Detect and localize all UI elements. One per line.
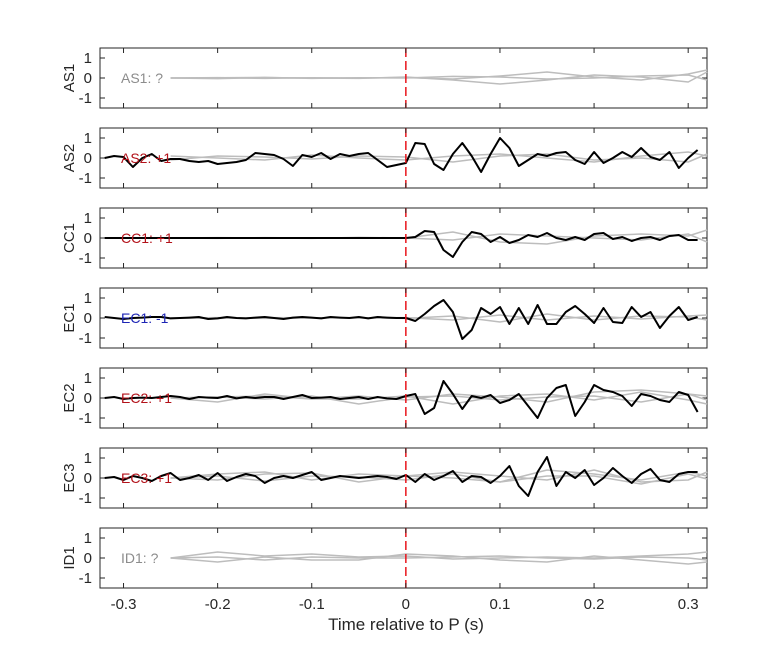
polarity-label: EC3: +1: [121, 470, 172, 486]
y-tick-label: 1: [84, 210, 92, 227]
x-tick-label: -0.2: [205, 596, 231, 613]
background-trace: [170, 74, 708, 81]
x-tick-label: -0.1: [299, 596, 325, 613]
background-trace: [170, 469, 708, 483]
station-name: ID1: [61, 546, 78, 569]
y-tick-label: 1: [84, 50, 92, 67]
y-tick-label: 1: [84, 450, 92, 467]
polarity-label: AS1: ?: [121, 70, 163, 86]
background-trace: [170, 551, 708, 560]
y-tick-label: 0: [84, 550, 92, 567]
x-tick-label: 0.3: [678, 596, 699, 613]
x-tick-label: 0.2: [584, 596, 605, 613]
y-tick-label: -1: [79, 330, 92, 347]
y-tick-label: -1: [79, 170, 92, 187]
x-axis-label: Time relative to P (s): [328, 615, 484, 634]
x-tick-label: 0.1: [490, 596, 511, 613]
y-tick-label: -1: [79, 410, 92, 427]
polarity-label: EC1: -1: [121, 310, 169, 326]
y-tick-label: 0: [84, 470, 92, 487]
station-name: CC1: [61, 223, 78, 253]
background-trace: [170, 153, 708, 163]
background-trace: [170, 69, 708, 81]
polarity-label: EC2: +1: [121, 390, 172, 406]
main-trace: [104, 230, 698, 258]
y-tick-label: 0: [84, 390, 92, 407]
station-name: AS1: [61, 64, 78, 92]
x-tick-label: 0: [402, 596, 410, 613]
station-name: EC2: [61, 383, 78, 412]
background-trace: [170, 555, 708, 561]
station-name: AS2: [61, 144, 78, 172]
y-tick-label: -1: [79, 490, 92, 507]
y-tick-label: 1: [84, 530, 92, 547]
y-tick-label: 0: [84, 230, 92, 247]
station-name: EC3: [61, 463, 78, 492]
station-name: EC1: [61, 303, 78, 332]
main-trace: [104, 137, 699, 173]
y-tick-label: 1: [84, 130, 92, 147]
x-axis: -0.3 -0.2 -0.1 0 0.1 0.2 0.3: [111, 596, 699, 613]
background-trace: [170, 553, 708, 565]
polarity-label: CC1: +1: [121, 230, 173, 246]
y-tick-label: -1: [79, 90, 92, 107]
main-trace: [104, 380, 699, 419]
y-tick-label: 1: [84, 370, 92, 387]
y-tick-label: 1: [84, 290, 92, 307]
background-trace: [170, 393, 708, 405]
y-tick-label: 0: [84, 310, 92, 327]
x-tick-label: -0.3: [111, 596, 137, 613]
y-tick-label: -1: [79, 570, 92, 587]
polarity-label: AS2: +1: [121, 150, 171, 166]
background-trace: [170, 151, 708, 163]
main-trace: [104, 299, 698, 340]
y-tick-label: 0: [84, 70, 92, 87]
y-tick-label: -1: [79, 250, 92, 267]
background-trace: [170, 473, 708, 485]
y-tick-label: 0: [84, 150, 92, 167]
background-trace: [170, 391, 708, 405]
polarity-label: ID1: ?: [121, 550, 159, 566]
main-trace: [104, 456, 698, 497]
